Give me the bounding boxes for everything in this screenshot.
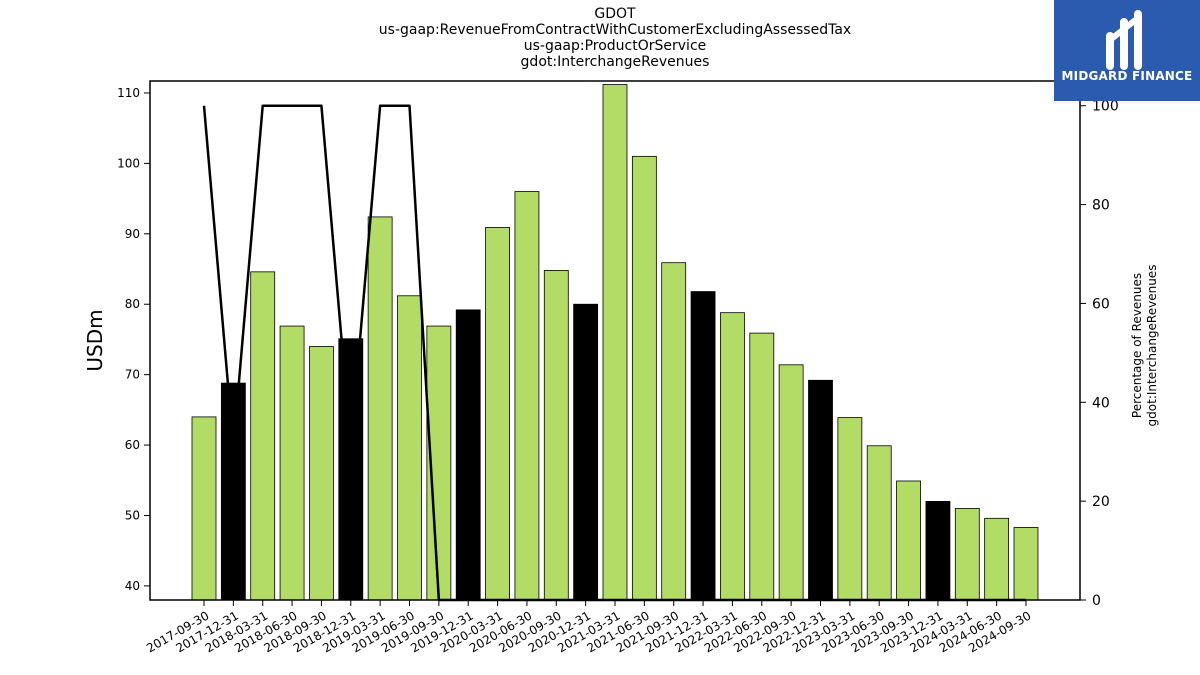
bar-2024-03-31 [954, 508, 980, 601]
bar-2020-09-30 [543, 270, 569, 601]
bar-2021-03-31 [602, 84, 628, 601]
bar-2018-09-30 [309, 346, 334, 601]
bar-2019-12-31 [455, 309, 481, 601]
bar-2018-06-30 [279, 325, 305, 601]
y-tick-label-50: 50 [125, 508, 140, 522]
y-axis-label: USDm [83, 309, 107, 371]
bar-2020-12-31 [573, 303, 599, 601]
bar-2021-12-31 [690, 291, 716, 601]
bar-2019-06-30 [397, 295, 422, 601]
title-line-1: GDOT [594, 6, 636, 22]
bar-2023-06-30 [866, 445, 892, 601]
y-tick-label-70: 70 [125, 368, 140, 382]
y2-axis-label-line-2: gdot:InterchangeRevenues [1145, 265, 1159, 427]
bar-2023-12-31 [925, 501, 951, 601]
bar-2020-03-31 [485, 227, 510, 601]
bar-2024-09-30 [1013, 527, 1039, 601]
bar-2018-12-31 [338, 338, 364, 601]
y-tick-label-100: 100 [117, 156, 140, 170]
y-tick-label-80: 80 [125, 297, 140, 311]
y-tick-label-110: 110 [117, 86, 140, 100]
bar-2020-06-30 [514, 191, 540, 601]
bar-2017-09-30 [191, 416, 217, 601]
chart-title: GDOT us-gaap:RevenueFromContractWithCust… [150, 6, 1080, 70]
y-tick-label-40: 40 [125, 579, 140, 593]
bar-2023-03-31 [837, 417, 863, 601]
bar-2017-12-31 [220, 382, 246, 601]
bar-2022-09-30 [778, 364, 804, 601]
bar-2021-06-30 [631, 155, 657, 601]
bar-2018-03-31 [250, 271, 276, 601]
y2-tick-label-60: 60 [1092, 296, 1110, 312]
logo-text: MIDGARD FINANCE [1061, 69, 1193, 83]
y2-tick-label-100: 100 [1092, 99, 1119, 115]
y2-axis-label-line-1: Percentage of Revenues [1130, 273, 1144, 418]
y-tick-label-90: 90 [125, 227, 140, 241]
midgard-logo-icon [1106, 10, 1142, 70]
y2-tick-label-0: 0 [1092, 593, 1101, 609]
bar-2024-06-30 [984, 517, 1010, 601]
bar-2023-09-30 [896, 480, 921, 601]
y2-tick-label-20: 20 [1092, 494, 1110, 510]
bar-2022-06-30 [749, 332, 775, 601]
title-line-2: us-gaap:RevenueFromContractWithCustomerE… [378, 22, 852, 38]
title-line-3: us-gaap:ProductOrService [523, 38, 707, 54]
title-line-4: gdot:InterchangeRevenues [520, 54, 710, 70]
y2-tick-label-40: 40 [1092, 395, 1110, 411]
bar-2022-12-31 [808, 379, 833, 601]
y-tick-label-60: 60 [125, 438, 140, 452]
y2-tick-label-80: 80 [1092, 198, 1110, 214]
bar-2019-03-31 [367, 216, 393, 601]
bar-2021-09-30 [661, 262, 687, 601]
bar-2022-03-31 [720, 312, 745, 601]
midgard-finance-logo: MIDGARD FINANCE [1054, 0, 1200, 101]
